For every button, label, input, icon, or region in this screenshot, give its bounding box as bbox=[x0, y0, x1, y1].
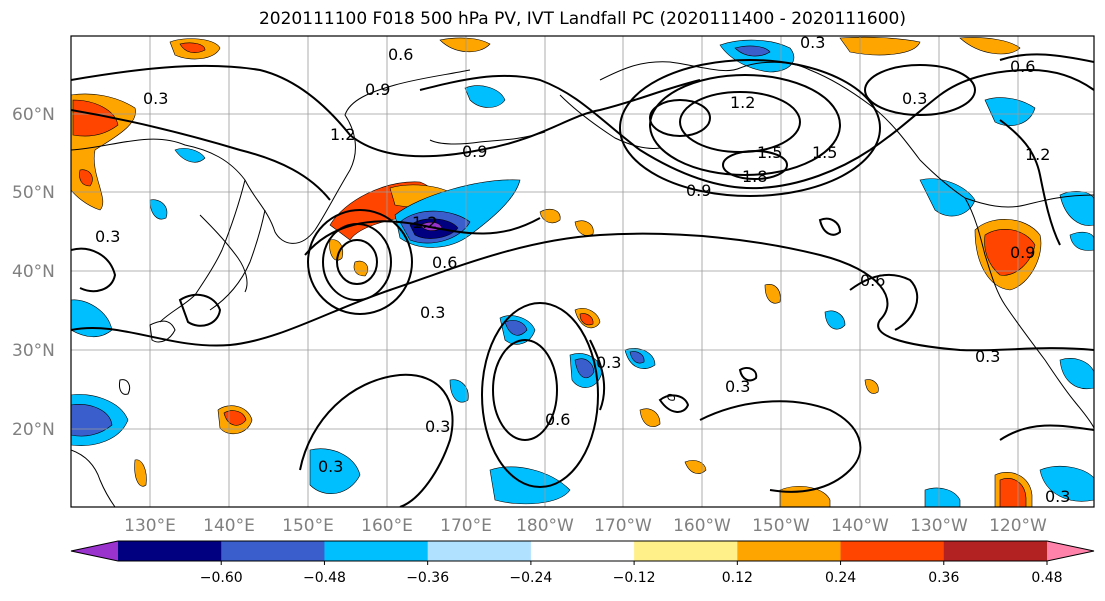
shaded-anomalies bbox=[71, 36, 1094, 507]
colorbar-bin bbox=[530, 541, 635, 561]
contour-label: 0.3 bbox=[596, 353, 621, 372]
contour-label: 0.3 bbox=[143, 89, 168, 108]
contour-label: 1.5 bbox=[812, 143, 837, 162]
colorbar-tick-label: 0.24 bbox=[825, 570, 856, 586]
longitude-labels: 130°E 140°E 150°E 160°E 170°E 180°W 170°… bbox=[124, 516, 1047, 536]
contour-label: 0.6 bbox=[1010, 57, 1035, 76]
lon-label: 150°E bbox=[282, 516, 334, 536]
contour-labels: 0.3 0.6 0.9 1.2 1.2 1.5 1.5 1.8 0.9 0.9 … bbox=[95, 33, 1070, 506]
lon-label: 130°W bbox=[910, 516, 968, 536]
contour-label: 1.2 bbox=[412, 213, 437, 232]
colorbar-bin bbox=[737, 541, 842, 561]
colorbar-bin bbox=[221, 541, 325, 561]
contour-label: 0.6 bbox=[432, 253, 457, 272]
contour-label: 0.6 bbox=[545, 410, 570, 429]
contour-label: 1.2 bbox=[330, 125, 355, 144]
contour-label: 1.2 bbox=[1025, 145, 1050, 164]
contour-label: 0.3 bbox=[318, 457, 343, 476]
lat-label: 30°N bbox=[12, 341, 55, 361]
contour-label: 0.3 bbox=[725, 377, 750, 396]
colorbar-bin bbox=[118, 541, 222, 561]
contour-label: 0.3 bbox=[800, 33, 825, 52]
lon-label: 180°W bbox=[516, 516, 574, 536]
lat-label: 40°N bbox=[12, 262, 55, 282]
colorbar-tick-label: −0.36 bbox=[406, 570, 449, 586]
lon-label: 140°W bbox=[831, 516, 889, 536]
contour-label: 0.9 bbox=[365, 80, 390, 99]
lon-label: 170°E bbox=[440, 516, 492, 536]
contour-label: 0.3 bbox=[975, 347, 1000, 366]
colorbar-tick-label: 0.48 bbox=[1031, 570, 1062, 586]
contour-label: 0.6 bbox=[860, 271, 885, 290]
lon-label: 130°E bbox=[124, 516, 176, 536]
lon-label: 120°W bbox=[989, 516, 1047, 536]
colorbar-bin bbox=[840, 541, 945, 561]
colorbar-extend-high bbox=[1047, 541, 1094, 561]
lon-label: 160°E bbox=[361, 516, 413, 536]
colorbar bbox=[70, 540, 1095, 562]
contour-label: 0.9 bbox=[686, 181, 711, 200]
lat-label: 50°N bbox=[12, 183, 55, 203]
contour-label: 0.9 bbox=[462, 142, 487, 161]
colorbar-tick-label: −0.60 bbox=[200, 570, 243, 586]
contour-label: 0.6 bbox=[388, 45, 413, 64]
colorbar-tick-label: −0.12 bbox=[613, 570, 656, 586]
contour-label: 0.3 bbox=[95, 227, 120, 246]
lat-label: 20°N bbox=[12, 420, 55, 440]
contour-label: 0.3 bbox=[902, 89, 927, 108]
contours bbox=[71, 53, 1094, 507]
colorbar-bin bbox=[324, 541, 429, 561]
contour-label: 0.3 bbox=[1045, 487, 1070, 506]
contour-label: 1.8 bbox=[742, 167, 767, 186]
contour-label: 0.3 bbox=[425, 417, 450, 436]
latitude-labels: 60°N 50°N 40°N 30°N 20°N bbox=[12, 105, 55, 440]
contour-label: 1.2 bbox=[730, 93, 755, 112]
lon-label: 140°E bbox=[203, 516, 255, 536]
lon-label: 150°W bbox=[752, 516, 810, 536]
map-area bbox=[71, 36, 1094, 507]
contour-label: 0.3 bbox=[420, 303, 445, 322]
contour-label: 0.9 bbox=[1010, 243, 1035, 262]
contour-label: 1.5 bbox=[757, 143, 782, 162]
colorbar-bin bbox=[427, 541, 532, 561]
map-title: 2020111100 F018 500 hPa PV, IVT Landfall… bbox=[258, 9, 906, 29]
lon-label: 170°W bbox=[594, 516, 652, 536]
colorbar-outline bbox=[70, 540, 1095, 562]
colorbar-bin bbox=[634, 541, 738, 561]
colorbar-tick-label: −0.24 bbox=[509, 570, 552, 586]
lat-label: 60°N bbox=[12, 105, 55, 125]
map-frame bbox=[70, 35, 1095, 508]
colorbar-tick-label: 0.12 bbox=[722, 570, 753, 586]
colorbar-extend-low bbox=[71, 541, 118, 561]
colorbar-bin bbox=[943, 541, 1048, 561]
lon-label: 160°W bbox=[673, 516, 731, 536]
colorbar-tick-label: 0.36 bbox=[928, 570, 959, 586]
coastlines bbox=[71, 61, 1094, 507]
colorbar-tick-label: −0.48 bbox=[303, 570, 346, 586]
colorbar-ticks: −0.60 −0.48 −0.36 −0.24 −0.12 0.12 0.24 0.36 0.4… bbox=[200, 561, 1063, 586]
